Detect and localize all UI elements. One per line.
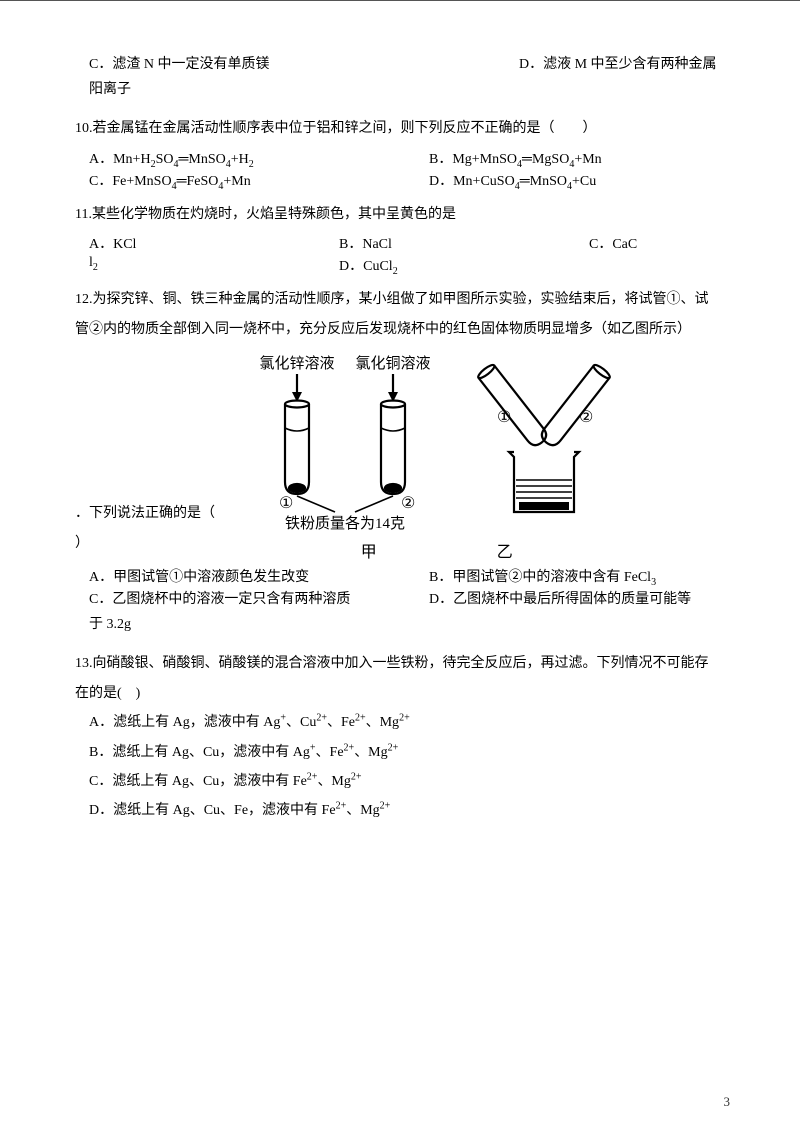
cap-left: 甲	[361, 538, 377, 562]
q10-row-ab: A．Mn+H2SO4═MnSO4+H2 B．Mg+MnSO4═MgSO4+Mn	[75, 148, 730, 168]
q11-row-abc: A．KCl B．NaCl C．CaC	[75, 233, 730, 253]
q12-lead: ．下列说法正确的是（ ）	[75, 499, 245, 558]
label-zn: 氯化锌溶液	[259, 355, 334, 372]
circ-2: ②	[401, 495, 415, 512]
q12-diagram-right: ① ②	[459, 352, 629, 537]
q12-opt-d: D．乙图烧杯中最后所得固体的质量可能等	[429, 588, 691, 608]
q11-opt-a: A．KCl	[89, 233, 339, 253]
q11-opt-b: B．NaCl	[339, 233, 589, 253]
q11-opt-d: D．CuCl2	[339, 255, 398, 275]
q13-stem-1: 13.向硝酸银、硝酸铜、硝酸镁的混合溶液中加入一些铁粉，待完全反应后，再过滤。下…	[75, 649, 730, 678]
q13-opt-b: B．滤纸上有 Ag、Cu，滤液中有 Ag+、Fe2+、Mg2+	[75, 738, 730, 767]
q13-opt-a: A．滤纸上有 Ag，滤液中有 Ag+、Cu2+、Fe2+、Mg2+	[75, 708, 730, 737]
page-number: 3	[724, 1094, 731, 1110]
circ-1b: ①	[497, 409, 511, 426]
prev-opt-d-cont: 阳离子	[75, 75, 730, 104]
page: C．滤渣 N 中一定没有单质镁 D．滤液 M 中至少含有两种金属 阳离子 10.…	[0, 0, 800, 1132]
q13-opt-c: C．滤纸上有 Ag、Cu，滤液中有 Fe2+、Mg2+	[75, 767, 730, 796]
q11-row-cd: l2 D．CuCl2	[75, 255, 730, 275]
prev-q-options-cd: C．滤渣 N 中一定没有单质镁 D．滤液 M 中至少含有两种金属	[75, 53, 730, 73]
q12-diagram: 氯化锌溶液 氯化铜溶液	[245, 352, 629, 562]
q12-stem-1: 12.为探究锌、铜、铁三种金属的活动性顺序，某小组做了如甲图所示实验，实验结束后…	[75, 285, 730, 314]
prev-opt-d: D．滤液 M 中至少含有两种金属	[519, 53, 717, 73]
q11-stem: 11.某些化学物质在灼烧时，火焰呈特殊颜色，其中呈黄色的是	[75, 200, 730, 229]
q12-opt-c: C．乙图烧杯中的溶液一定只含有两种溶质	[89, 588, 429, 608]
q10-stem: 10.若金属锰在金属活动性顺序表中位于铝和锌之间，则下列反应不正确的是（ ）	[75, 114, 730, 143]
iron-label: 铁粉质量各为14克	[285, 515, 405, 532]
q10-opt-c: C．Fe+MnSO4═FeSO4+Mn	[89, 170, 429, 190]
q11-opt-c-cont: l2	[89, 255, 339, 275]
q10-opt-d: D．Mn+CuSO4═MnSO4+Cu	[429, 170, 596, 190]
q12-diagram-left: 氯化锌溶液 氯化铜溶液	[245, 352, 455, 537]
circ-1: ①	[279, 495, 293, 512]
q12-opt-a: A．甲图试管①中溶液颜色发生改变	[89, 566, 429, 586]
cap-right: 乙	[497, 538, 513, 562]
q12-diagram-row: ．下列说法正确的是（ ） 氯化锌溶液 氯化铜溶液	[75, 344, 730, 564]
q12-row-ab: A．甲图试管①中溶液颜色发生改变 B．甲图试管②中的溶液中含有 FeCl3	[75, 566, 730, 586]
q12-opt-b: B．甲图试管②中的溶液中含有 FeCl3	[429, 566, 656, 586]
q12-opt-d-cont: 于 3.2g	[75, 610, 730, 639]
q12-row-cd: C．乙图烧杯中的溶液一定只含有两种溶质 D．乙图烧杯中最后所得固体的质量可能等	[75, 588, 730, 608]
q10-row-cd: C．Fe+MnSO4═FeSO4+Mn D．Mn+CuSO4═MnSO4+Cu	[75, 170, 730, 190]
q13-stem-2: 在的是( )	[75, 679, 730, 708]
circ-2b: ②	[579, 409, 593, 426]
q11-opt-c: C．CaC	[589, 233, 637, 253]
q12-stem-2: 管②内的物质全部倒入同一烧杯中，充分反应后发现烧杯中的红色固体物质明显增多（如乙…	[75, 315, 730, 344]
prev-opt-c: C．滤渣 N 中一定没有单质镁	[89, 53, 519, 73]
q10-opt-a: A．Mn+H2SO4═MnSO4+H2	[89, 148, 429, 168]
q10-opt-b: B．Mg+MnSO4═MgSO4+Mn	[429, 148, 602, 168]
label-cu: 氯化铜溶液	[355, 355, 430, 372]
q13-opt-d: D．滤纸上有 Ag、Cu、Fe，滤液中有 Fe2+、Mg2+	[75, 796, 730, 825]
